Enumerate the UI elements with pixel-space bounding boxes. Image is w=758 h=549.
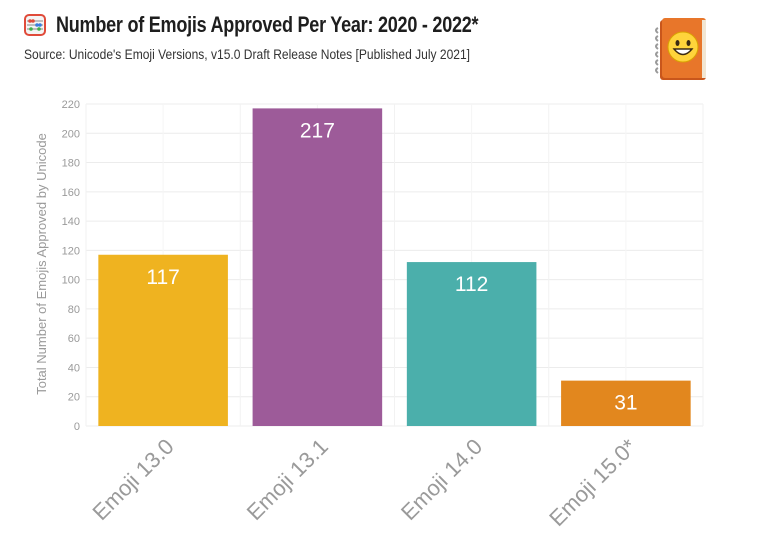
x-tick-label: Emoji 14.0	[396, 434, 487, 525]
x-tick-label: Emoji 13.0	[87, 434, 178, 525]
bar	[252, 108, 383, 427]
y-tick-label: 60	[68, 333, 80, 345]
y-axis-label: Total Number of Emojis Approved by Unico…	[34, 133, 49, 395]
data-label: 217	[300, 119, 335, 142]
data-label: 112	[455, 273, 488, 296]
title-row: Number of Emojis Approved Per Year: 2020…	[24, 8, 571, 42]
y-tick-label: 200	[62, 128, 80, 140]
data-labels: 117 217 112 31	[146, 119, 637, 414]
y-tick-label: 40	[68, 362, 80, 374]
bar	[406, 262, 537, 426]
abacus-icon	[24, 14, 46, 36]
data-label: 31	[614, 392, 637, 415]
bar	[98, 254, 228, 426]
y-tick-label: 0	[74, 421, 80, 433]
bar	[561, 380, 691, 426]
y-tick-label: 160	[62, 187, 80, 199]
y-axis-ticks: 0 20 40 60 80 100 120 140 160 180 200 220	[62, 99, 80, 433]
x-axis-ticks: Emoji 13.0 Emoji 13.1 Emoji 14.0 Emoji 15.0…	[87, 434, 641, 532]
page-title: Number of Emojis Approved Per Year: 2020…	[56, 12, 479, 37]
y-tick-label: 220	[62, 99, 80, 111]
emoji-book-icon	[655, 18, 706, 80]
page-subtitle: Source: Unicode's Emoji Versions, v15.0 …	[24, 46, 471, 62]
y-tick-label: 80	[68, 304, 80, 316]
y-tick-label: 20	[68, 392, 80, 404]
y-tick-label: 140	[62, 216, 80, 228]
x-tick-label: Emoji 15.0*	[544, 434, 642, 532]
y-tick-label: 100	[62, 275, 80, 287]
bars	[98, 108, 691, 427]
data-label: 117	[146, 266, 179, 289]
y-tick-label: 120	[62, 245, 80, 257]
x-tick-label: Emoji 13.1	[242, 434, 333, 525]
y-tick-label: 180	[62, 158, 80, 170]
